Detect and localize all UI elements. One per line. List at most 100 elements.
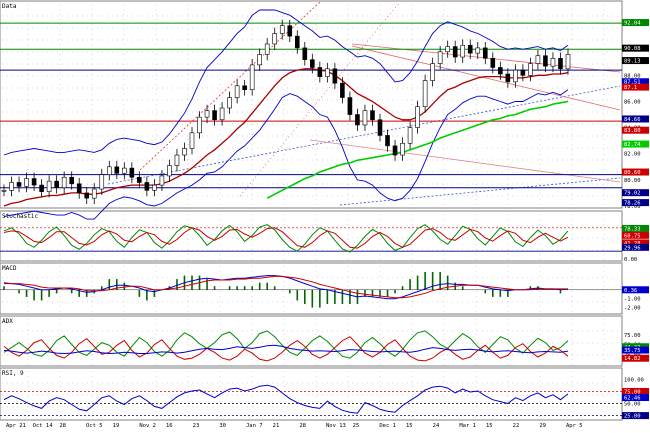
x-axis-label: Apr 5 — [566, 423, 583, 429]
candle-body — [490, 58, 496, 68]
stochastic-price-tag-label: 29.96 — [624, 245, 641, 251]
price-price-tag: 78.26 — [622, 199, 649, 207]
rsi-panel-title: RSI, 9 — [2, 370, 24, 377]
candle-body — [452, 46, 458, 58]
price-price-tag-bg — [622, 83, 649, 91]
price-price-tag-label: 79.02 — [624, 191, 641, 197]
adx-price-tag-label: 35.75 — [624, 348, 641, 354]
stochastic-price-tag: 78.33 — [622, 224, 649, 232]
x-axis-label: 28 — [59, 423, 66, 429]
bollinger-upper-line — [3, 9, 569, 156]
candle-body — [249, 64, 255, 91]
x-axis-label: 23 — [193, 423, 200, 429]
x-axis-label: 16 — [166, 423, 173, 429]
candle-body — [347, 97, 353, 115]
rsi-panel[interactable]: RSI, 9 — [0, 367, 623, 421]
macd-price-tag-label: 0.36 — [624, 288, 637, 294]
macd-panel[interactable]: MACD — [0, 262, 623, 315]
x-axis-label: Nov 13 — [326, 423, 346, 429]
macd-axis-tick: -2.00 — [624, 306, 641, 312]
candle-body — [46, 180, 52, 192]
price-price-tag: 90.08 — [622, 44, 649, 52]
rsi-price-tag: 25.00 — [622, 412, 649, 420]
candle-body — [513, 69, 518, 83]
x-axis: Apr 21 Oct 14 28 Oct 5 19 Nov 2 16 23 30 Jan 7 21 2… — [6, 423, 583, 429]
adx-price-tag: 35.75 — [622, 346, 649, 354]
rsi-price-tag-bg — [622, 412, 649, 420]
price-price-tag: 83.80 — [622, 126, 649, 134]
price-price-tag-label: 92.04 — [624, 21, 641, 27]
price-price-tag-bg — [622, 115, 649, 123]
price-axis-tick: 82.00 — [624, 152, 641, 158]
price-panel[interactable]: Data — [0, 0, 623, 209]
candle-body — [565, 54, 571, 70]
adx-price-tag-label: 14.82 — [624, 356, 641, 362]
candle-body — [16, 182, 22, 187]
candle-body — [332, 68, 338, 84]
candle-body — [528, 63, 533, 76]
rsi-price-tag: 75.00 — [622, 387, 649, 395]
adx-line — [3, 344, 569, 355]
candle-body — [460, 44, 466, 58]
rsi-panel-frame — [0, 367, 623, 421]
candle-body — [189, 132, 195, 149]
candle-body — [370, 110, 375, 121]
x-axis-label: 29 — [539, 423, 546, 429]
stochastic-price-tag-bg — [622, 239, 649, 247]
candle-body — [520, 69, 526, 76]
price-price-tag-bg — [622, 189, 649, 197]
candle-body — [91, 188, 97, 199]
candle-body — [167, 165, 172, 177]
bollinger-lower-line — [3, 89, 569, 220]
trendline-blue-dotted-low — [339, 177, 621, 206]
price-price-tag: 84.66 — [622, 115, 649, 123]
stoch-axis-tick: 0.00 — [624, 257, 637, 263]
candle-body — [400, 142, 405, 156]
candle-body — [227, 97, 232, 109]
candle-body — [294, 35, 300, 49]
candle-body — [137, 176, 142, 183]
candle-body — [84, 192, 90, 199]
macd-signal-line — [4, 275, 568, 299]
candle-body — [197, 116, 202, 134]
stochastic-d-line — [3, 227, 569, 249]
adx-panel[interactable]: ADX — [0, 315, 623, 367]
price-price-tag-label: 80.60 — [624, 170, 641, 176]
x-axis-label: Oct 14 — [33, 423, 54, 429]
stochastic-price-tag-bg — [622, 224, 649, 232]
price-price-tag-bg — [622, 168, 649, 176]
candle-body — [76, 183, 82, 194]
candle-body — [264, 43, 270, 55]
candle-body — [558, 58, 563, 70]
candle-body — [24, 178, 29, 187]
price-price-tag-label: 83.80 — [624, 128, 641, 134]
candle-body — [272, 33, 278, 45]
adx-price-tag-bg — [622, 354, 649, 362]
macd-price-tag-bg — [622, 286, 649, 294]
price-price-tag: 92.04 — [622, 19, 649, 27]
candle-body — [204, 110, 210, 118]
rsi-price-tag-bg — [622, 394, 649, 402]
candle-body — [430, 63, 435, 81]
candle-body — [39, 184, 44, 192]
adx-minus-di-line — [3, 336, 569, 362]
x-axis-label: Dec 1 — [379, 423, 396, 429]
candle-body — [219, 107, 225, 121]
candle-body — [9, 182, 14, 191]
candle-body — [279, 25, 285, 34]
rsi-price-tag-label: 75.00 — [624, 389, 641, 395]
candle-body — [122, 167, 127, 174]
price-price-tag-bg — [622, 57, 649, 65]
candle-body — [61, 176, 67, 189]
stochastic-k-line — [3, 224, 569, 253]
price-price-tag-label: 78.26 — [624, 201, 641, 207]
price-price-tag-label: 89.13 — [624, 59, 641, 65]
adx-price-tag-bg — [622, 346, 649, 354]
macd-axis-tick: -1.00 — [624, 297, 641, 303]
candle-body — [212, 110, 217, 121]
stochastic-price-tag-bg — [622, 231, 649, 239]
price-price-tag-bg — [622, 126, 649, 134]
candle-body — [445, 46, 450, 53]
price-price-tag-bg — [622, 199, 649, 207]
